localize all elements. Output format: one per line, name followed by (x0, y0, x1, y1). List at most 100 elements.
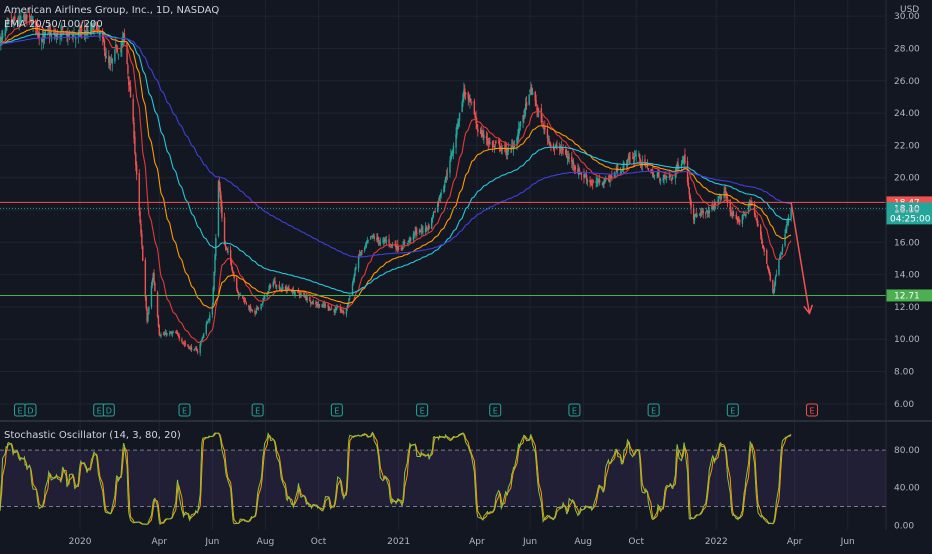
candle-body (339, 306, 342, 310)
candle-body (565, 149, 567, 155)
candle-body (571, 156, 573, 163)
candle-body (571, 161, 574, 165)
candle-body (83, 30, 86, 32)
candle-body (541, 121, 543, 123)
candle-body (157, 316, 160, 327)
candle-body (159, 335, 161, 337)
candle-body (144, 259, 147, 298)
candle-body (310, 301, 312, 304)
candle-body (25, 16, 27, 23)
candle-body (438, 195, 441, 201)
candle-body (370, 235, 373, 237)
candle-body (590, 182, 592, 184)
candle-body (256, 307, 258, 311)
candle-body (352, 279, 355, 283)
candle-body (55, 35, 57, 36)
candle-body (19, 20, 21, 21)
candle-body (152, 273, 154, 282)
candle-body (218, 181, 221, 190)
candle-body (316, 305, 318, 306)
candle-body (699, 214, 701, 216)
candle-body (751, 202, 753, 206)
candle-body (373, 236, 375, 239)
candle-body (202, 333, 205, 338)
candle-body (444, 176, 447, 183)
candle-body (754, 214, 757, 218)
candle-body (184, 343, 187, 345)
candle-body (388, 239, 390, 244)
candle-body (511, 145, 514, 148)
candle-body (272, 282, 274, 287)
candle-body (708, 210, 711, 213)
candle-body (245, 302, 248, 305)
price-tick-label: 28.00 (894, 44, 920, 54)
price-tick-label: 16.00 (894, 238, 920, 248)
candle-body (662, 178, 664, 181)
candle-body (646, 164, 649, 167)
candle-body (0, 40, 2, 44)
candle-body (262, 300, 264, 304)
candle-body (328, 306, 330, 309)
candle-body (182, 342, 184, 344)
candle-body (742, 214, 744, 216)
candle-body (13, 19, 15, 26)
candle-body (294, 291, 296, 295)
ema-lines (0, 20, 792, 344)
candle-body (60, 33, 62, 34)
earnings-marker-label: E (255, 407, 260, 416)
candle-body (329, 308, 331, 311)
candle-body (741, 214, 744, 224)
candle-body (128, 76, 130, 86)
candle-body (425, 226, 428, 228)
candle-body (668, 176, 670, 178)
candle-body (432, 212, 435, 217)
candle-body (419, 230, 422, 233)
candle-body (317, 304, 320, 306)
candle-body (178, 335, 180, 339)
candle-body (366, 241, 368, 243)
candle-body (498, 141, 500, 143)
candle-body (633, 155, 636, 160)
candle-body (38, 32, 40, 39)
candle-body (786, 224, 788, 230)
candle-body (287, 288, 289, 290)
candle-body (487, 141, 489, 144)
candle-body (658, 171, 660, 177)
candle-body (406, 243, 409, 244)
candle-body (775, 274, 778, 276)
candle-body (312, 302, 315, 305)
candle-body (102, 37, 105, 42)
candle-body (627, 157, 630, 160)
candle-body (254, 310, 256, 314)
candle-body (305, 297, 308, 299)
date-tick-label: Jun (840, 537, 855, 547)
candle-body (418, 230, 421, 233)
candle-body (171, 332, 174, 335)
candle-body (189, 348, 191, 350)
candle-body (61, 26, 64, 29)
candle-body (269, 285, 272, 287)
candle-body (48, 30, 51, 35)
candle-body (221, 205, 223, 218)
candle-body (99, 33, 101, 35)
earnings-marker (726, 403, 739, 417)
candle-body (194, 348, 196, 350)
candle-body (383, 239, 386, 241)
candle-body (41, 37, 44, 43)
candle-body (767, 266, 770, 271)
candle-body (416, 232, 418, 235)
ema-line-50 (0, 27, 792, 309)
candle-body (140, 223, 142, 234)
candle-body (212, 288, 214, 305)
candle-body (408, 240, 410, 242)
candle-body (659, 179, 661, 181)
candle-body (738, 220, 740, 222)
candle-body (225, 246, 227, 249)
candle-body (401, 248, 403, 250)
candle-body (530, 87, 532, 90)
candle-body (410, 238, 412, 240)
candle-body (474, 114, 476, 119)
candle-body (719, 196, 722, 199)
